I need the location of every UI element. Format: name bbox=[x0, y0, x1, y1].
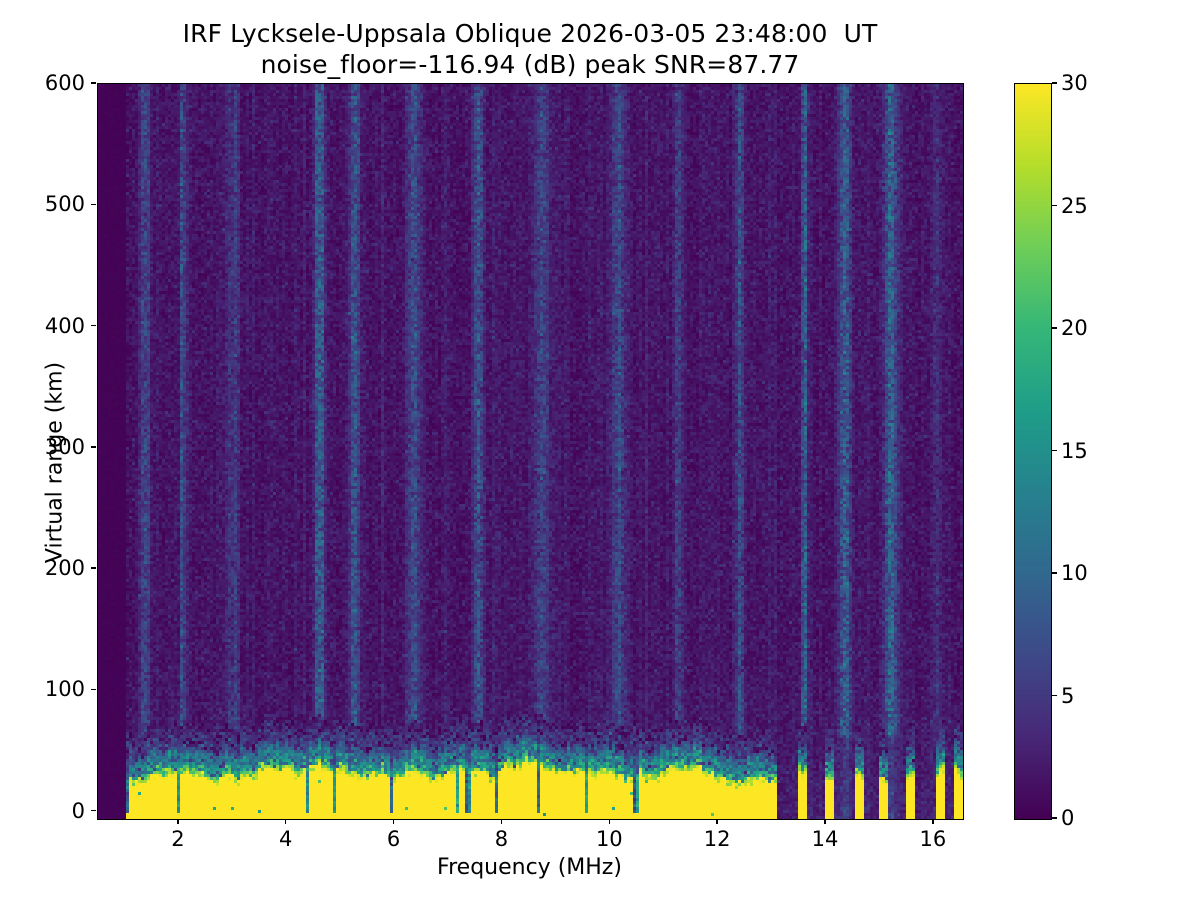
y-tick-mark bbox=[91, 82, 96, 84]
x-tick-label: 14 bbox=[811, 827, 839, 851]
y-axis-label: Virtual range (km) bbox=[42, 361, 68, 564]
y-tick-label: 500 bbox=[44, 192, 85, 217]
x-tick-mark bbox=[932, 819, 934, 824]
x-axis-label: Frequency (MHz) bbox=[437, 855, 622, 880]
y-tick-label: 100 bbox=[44, 677, 85, 702]
y-tick-label: 300 bbox=[44, 434, 85, 459]
y-tick-label: 200 bbox=[44, 556, 85, 581]
x-tick-mark bbox=[716, 819, 718, 824]
x-tick-mark bbox=[392, 819, 395, 824]
x-tick-mark bbox=[177, 819, 179, 824]
y-tick-mark bbox=[91, 203, 96, 205]
colorbar-tick-label: 15 bbox=[1061, 438, 1088, 463]
x-tick-mark bbox=[285, 819, 287, 824]
x-tick-label: 10 bbox=[595, 827, 623, 851]
colorbar-tick-mark bbox=[1052, 204, 1057, 207]
y-tick-mark bbox=[91, 446, 96, 448]
title-line-2: noise_floor=-116.94 (dB) peak SNR=87.77 bbox=[260, 50, 800, 79]
x-tick-label: 6 bbox=[386, 827, 401, 851]
colorbar-tick-label: 10 bbox=[1061, 561, 1088, 585]
colorbar-tick-label: 0 bbox=[1061, 806, 1075, 830]
y-tick-mark bbox=[91, 567, 96, 569]
x-tick-label: 4 bbox=[279, 827, 293, 851]
colorbar-tick-mark bbox=[1052, 572, 1057, 574]
x-tick-label: 2 bbox=[171, 827, 185, 851]
colorbar-tick-label: 30 bbox=[1061, 71, 1088, 95]
colorbar-gradient bbox=[1015, 84, 1051, 819]
y-tick-label: 400 bbox=[44, 313, 85, 338]
title-line-1: IRF Lycksele-Uppsala Oblique 2026-03-05 … bbox=[182, 19, 878, 48]
x-tick-label: 12 bbox=[703, 827, 731, 851]
colorbar-tick-mark bbox=[1052, 449, 1057, 452]
colorbar-tick-mark bbox=[1052, 82, 1057, 84]
x-tick-label: 8 bbox=[494, 827, 509, 851]
y-tick-mark bbox=[91, 810, 96, 812]
y-tick-label: 0 bbox=[71, 798, 85, 823]
x-tick-mark bbox=[608, 819, 610, 824]
figure-title: IRF Lycksele-Uppsala Oblique 2026-03-05 … bbox=[0, 18, 1060, 80]
colorbar-tick-label: 25 bbox=[1061, 193, 1088, 218]
colorbar-tick-label: 5 bbox=[1061, 683, 1075, 708]
y-tick-mark bbox=[91, 324, 96, 327]
ionogram-heatmap bbox=[98, 84, 963, 819]
colorbar-tick-mark bbox=[1052, 327, 1057, 329]
colorbar-tick-label: 20 bbox=[1061, 316, 1088, 340]
colorbar-tick-mark bbox=[1052, 694, 1057, 697]
x-tick-mark bbox=[824, 819, 826, 824]
y-tick-label: 600 bbox=[44, 71, 85, 95]
x-tick-label: 16 bbox=[919, 827, 947, 851]
colorbar-tick-mark bbox=[1052, 817, 1057, 819]
x-tick-mark bbox=[500, 819, 503, 824]
y-tick-mark bbox=[91, 688, 96, 691]
ionogram-axes bbox=[97, 83, 964, 820]
colorbar bbox=[1014, 83, 1052, 820]
